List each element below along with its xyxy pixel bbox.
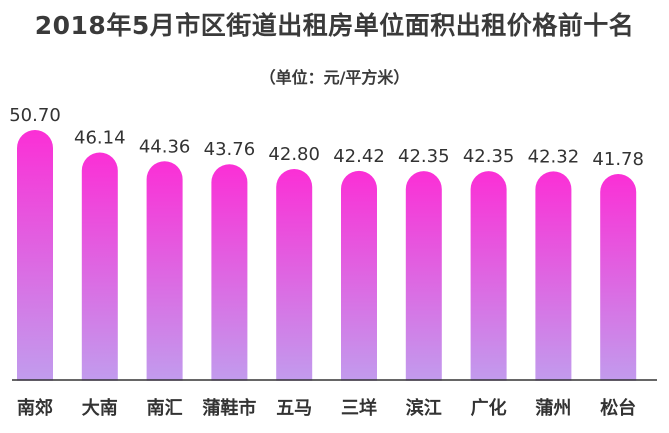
data-label: 46.14 [74,127,126,148]
category-label: 五马 [276,398,312,419]
bar-南汇 [146,161,183,398]
bar-广化 [470,171,507,398]
bar-蒲州 [535,171,572,398]
chart-title: 2018年5月市区街道出租房单位面积出租价格前十名 [34,11,635,40]
bar-滨江 [405,171,442,398]
category-label: 松台 [600,397,636,419]
labels-layer: 50.70 南郊 46.14 大南 44.36 南汇 43.76 蒲鞋市 42.80 五马 42.4… [9,105,644,419]
data-label: 42.42 [333,146,385,167]
category-label: 三垟 [341,397,377,419]
chart-subtitle: （单位：元/平方米） [259,68,410,87]
category-label: 南汇 [147,397,183,419]
data-label: 44.36 [139,136,191,157]
bars-layer [0,130,669,406]
bar-三垟 [341,170,377,398]
category-label: 蒲州 [535,398,571,419]
data-label: 50.70 [9,105,61,126]
category-label: 南郊 [17,397,53,419]
category-label: 广化 [471,397,507,419]
baseline-mask [0,380,669,406]
data-label: 42.35 [463,146,515,167]
bar-大南 [81,152,118,398]
data-label: 42.35 [398,146,450,167]
bar-松台 [600,173,637,398]
data-label: 41.78 [592,149,644,170]
data-label: 43.76 [204,139,256,160]
data-label: 42.80 [268,144,320,165]
category-label: 大南 [82,397,118,419]
bar-蒲鞋市 [211,164,248,398]
bar-五马 [276,168,313,398]
bar-南郊 [17,130,53,398]
category-label: 蒲鞋市 [202,397,256,419]
category-label: 滨江 [406,397,442,419]
data-label: 42.32 [528,146,580,167]
